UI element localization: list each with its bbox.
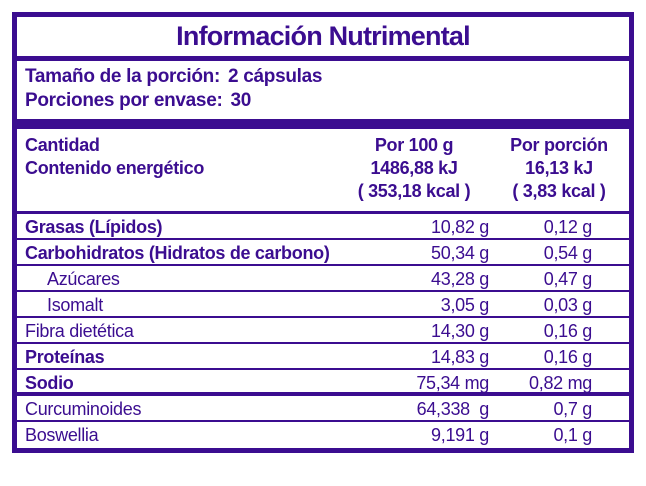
servings-per-package-line: Porciones por envase: 30 (25, 89, 621, 113)
row-value-per-serving: 0,7 g (553, 399, 592, 419)
row-label: Isomalt (47, 295, 103, 315)
panel-title: Información Nutrimental (176, 21, 470, 51)
row-value-per-100g: 43,28 g (431, 269, 489, 289)
row-label: Azúcares (47, 269, 120, 289)
header-per-100g-column: Por 100 g 1486,88 kJ ( 353,18 kcal ) (339, 134, 489, 203)
row-value-per-serving: 0,16 g (543, 321, 593, 341)
amount-label: Cantidad (25, 135, 100, 155)
row-label: Carbohidratos (Hidratos de carbono) (25, 243, 330, 263)
table-row: Boswellia 9,191 g 0,1 g (17, 422, 629, 448)
row-label: Curcuminoides (25, 399, 142, 419)
servings-per-package-label: Porciones por envase: (25, 90, 223, 111)
serving-size-line: Tamaño de la porción: 2 cápsulas (25, 65, 621, 89)
header-per-serving-column: Por porción 16,13 kJ ( 3,83 kcal ) (489, 134, 629, 203)
row-value-per-100g: 50,34 g (431, 243, 489, 263)
per-100g-energy-kj: 1486,88 kJ (370, 158, 458, 178)
per-100g-energy-kcal: ( 353,18 kcal ) (357, 181, 471, 201)
row-value-per-serving: 0,16 g (543, 347, 593, 367)
servings-per-package-value: 30 (230, 90, 252, 111)
row-label: Grasas (Lípidos) (25, 217, 163, 237)
table-row: Isomalt 3,05 g 0,03 g (17, 292, 629, 318)
row-value-per-serving: 0,03 g (543, 295, 593, 315)
row-value-per-100g: 9,191 g (431, 425, 489, 445)
row-value-per-100g: 10,82 g (431, 217, 489, 237)
header-amount-column: Cantidad Contenido energético (17, 134, 339, 203)
row-label: Boswellia (25, 425, 99, 445)
per-100g-heading: Por 100 g (374, 135, 454, 155)
row-label: Fibra dietética (25, 321, 134, 341)
row-value-per-serving: 0,47 g (543, 269, 593, 289)
row-value-per-100g: 3,05 g (440, 295, 490, 315)
row-value-per-serving: 0,54 g (543, 243, 593, 263)
panel-title-box: Información Nutrimental (17, 17, 629, 61)
per-serving-heading: Por porción (510, 135, 608, 155)
nutrition-facts-panel: Información Nutrimental Tamaño de la por… (12, 12, 634, 453)
table-row: Grasas (Lípidos) 10,82 g 0,12 g (17, 214, 629, 240)
nutrient-rows: Grasas (Lípidos) 10,82 g 0,12 g Carbohid… (17, 214, 629, 448)
row-value-per-serving: 0,1 g (553, 425, 592, 445)
row-value-per-serving: 0,12 g (543, 217, 593, 237)
table-row: Carbohidratos (Hidratos de carbono) 50,3… (17, 240, 629, 266)
row-value-per-100g: 75,34 mg (416, 373, 489, 393)
serving-size-label: Tamaño de la porción: (25, 66, 220, 87)
table-row: Fibra dietética 14,30 g 0,16 g (17, 318, 629, 344)
serving-info-box: Tamaño de la porción: 2 cápsulas Porcione… (17, 61, 629, 129)
row-label: Proteínas (25, 347, 105, 367)
per-serving-energy-kcal: ( 3,83 kcal ) (512, 181, 606, 201)
table-row: Azúcares 43,28 g 0,47 g (17, 266, 629, 292)
row-value-per-100g: 14,83 g (431, 347, 489, 367)
energy-label: Contenido energético (25, 158, 205, 178)
row-value-per-100g: 14,30 g (431, 321, 489, 341)
row-value-per-100g: 64,338 g (416, 399, 490, 419)
serving-size-value: 2 cápsulas (227, 66, 323, 87)
table-row: Sodio 75,34 mg 0,82 mg (17, 370, 629, 396)
table-header: Cantidad Contenido energético Por 100 g … (17, 129, 629, 214)
row-label: Sodio (25, 373, 74, 393)
per-serving-energy-kj: 16,13 kJ (525, 158, 593, 178)
table-row: Curcuminoides 64,338 g 0,7 g (17, 396, 629, 422)
row-value-per-serving: 0,82 mg (529, 373, 592, 393)
table-row: Proteínas 14,83 g 0,16 g (17, 344, 629, 370)
